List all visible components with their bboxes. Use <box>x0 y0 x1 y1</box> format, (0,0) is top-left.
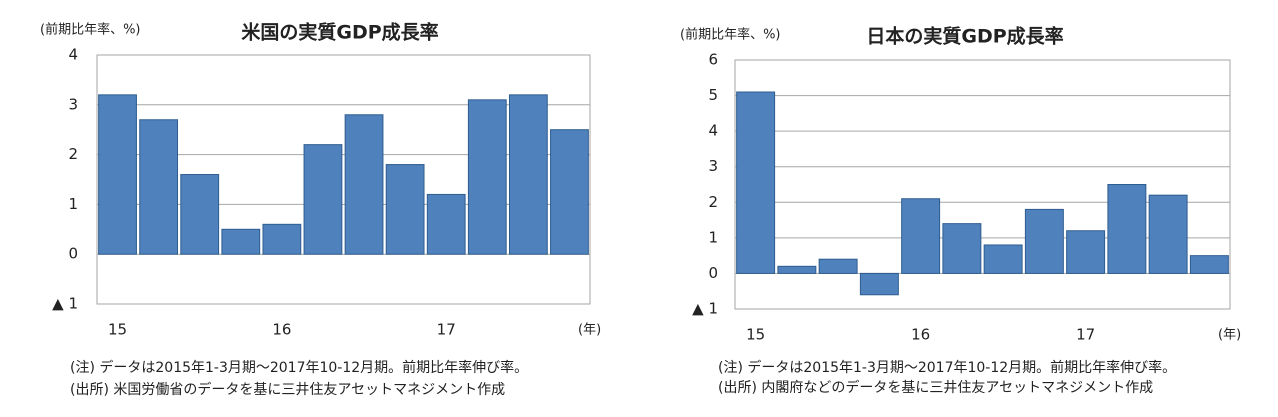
y-tick-label: ▲ 1 <box>52 295 78 313</box>
bar <box>983 244 1023 274</box>
y-tick-label: 0 <box>68 245 78 263</box>
y-tick-label: 3 <box>68 95 78 113</box>
bar <box>736 91 776 274</box>
bar <box>777 265 817 274</box>
y-tick-label: ▲ 1 <box>692 300 718 318</box>
bar <box>303 144 343 255</box>
note: (出所) 米国労働省のデータを基に三井住友アセットマネジメント作成 <box>70 381 505 398</box>
x-axis-unit: (年) <box>578 323 601 338</box>
y-tick-label: 4 <box>68 46 78 64</box>
bar <box>98 94 137 255</box>
bar <box>385 164 425 255</box>
note: (出所) 内閣府などのデータを基に三井住友アセットマネジメント作成 <box>718 379 1153 396</box>
bar <box>1148 194 1188 274</box>
bar <box>426 193 466 255</box>
bar <box>1189 255 1229 274</box>
y-tick-label: 2 <box>708 193 718 211</box>
note: (注) データは2015年1-3月期～2017年10-12月期。前期比年率伸び率… <box>718 359 1176 376</box>
bar <box>550 129 589 255</box>
x-tick-label: 17 <box>1076 326 1095 344</box>
bar <box>818 258 858 274</box>
y-tick-label: 1 <box>68 195 78 213</box>
y-tick-label: 1 <box>708 228 718 246</box>
y-tick-label: 2 <box>68 145 78 163</box>
y-tick-label: 0 <box>708 264 718 282</box>
x-tick-label: 16 <box>911 326 930 344</box>
bar <box>859 272 899 296</box>
y-tick-label: 6 <box>708 51 718 69</box>
chart-title: 日本の実質GDP成長率 <box>866 25 1063 48</box>
bar <box>221 228 261 255</box>
x-tick-label: 15 <box>746 326 765 344</box>
x-axis-unit: (年) <box>1218 328 1241 343</box>
bar <box>344 114 384 255</box>
note: (注) データは2015年1-3月期～2017年10-12月期。前期比年率伸び率… <box>70 359 528 376</box>
x-tick-label: 15 <box>108 321 127 339</box>
y-axis-label: (前期比年率、%) <box>680 27 781 43</box>
bar <box>180 174 220 255</box>
x-tick-label: 16 <box>272 321 291 339</box>
y-tick-label: 4 <box>708 122 718 140</box>
y-axis-label: (前期比年率、%) <box>40 22 141 38</box>
y-tick-label: 5 <box>708 86 718 104</box>
bar <box>508 94 548 255</box>
bar <box>1066 230 1106 274</box>
bar <box>262 223 302 255</box>
y-tick-label: 3 <box>708 157 718 175</box>
bar <box>1024 208 1064 274</box>
x-tick-label: 17 <box>437 321 456 339</box>
bar <box>139 119 179 255</box>
chart-title: 米国の実質GDP成長率 <box>241 21 438 44</box>
bar <box>467 99 507 255</box>
bar <box>901 198 941 274</box>
bar <box>1107 184 1147 274</box>
bar <box>942 223 982 274</box>
